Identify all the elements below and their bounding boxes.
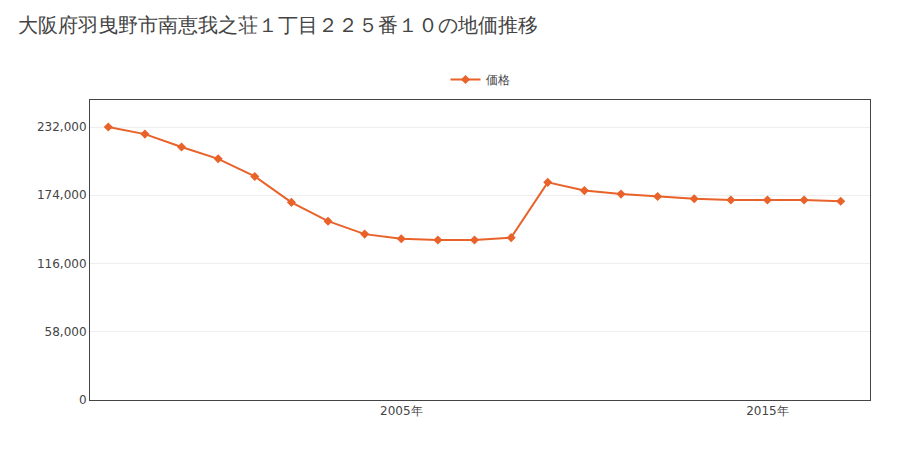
svg-text:2015年: 2015年 [746,404,789,418]
svg-text:大阪府羽曳野市南恵我之荘１丁目２２５番１０の地価推移: 大阪府羽曳野市南恵我之荘１丁目２２５番１０の地価推移 [18,13,538,37]
svg-text:232,000: 232,000 [37,120,87,134]
svg-text:2005年: 2005年 [380,404,423,418]
svg-text:174,000: 174,000 [37,188,87,202]
svg-text:価格: 価格 [486,73,510,87]
svg-text:0: 0 [79,393,87,407]
svg-text:116,000: 116,000 [37,257,87,271]
svg-text:58,000: 58,000 [45,325,87,339]
